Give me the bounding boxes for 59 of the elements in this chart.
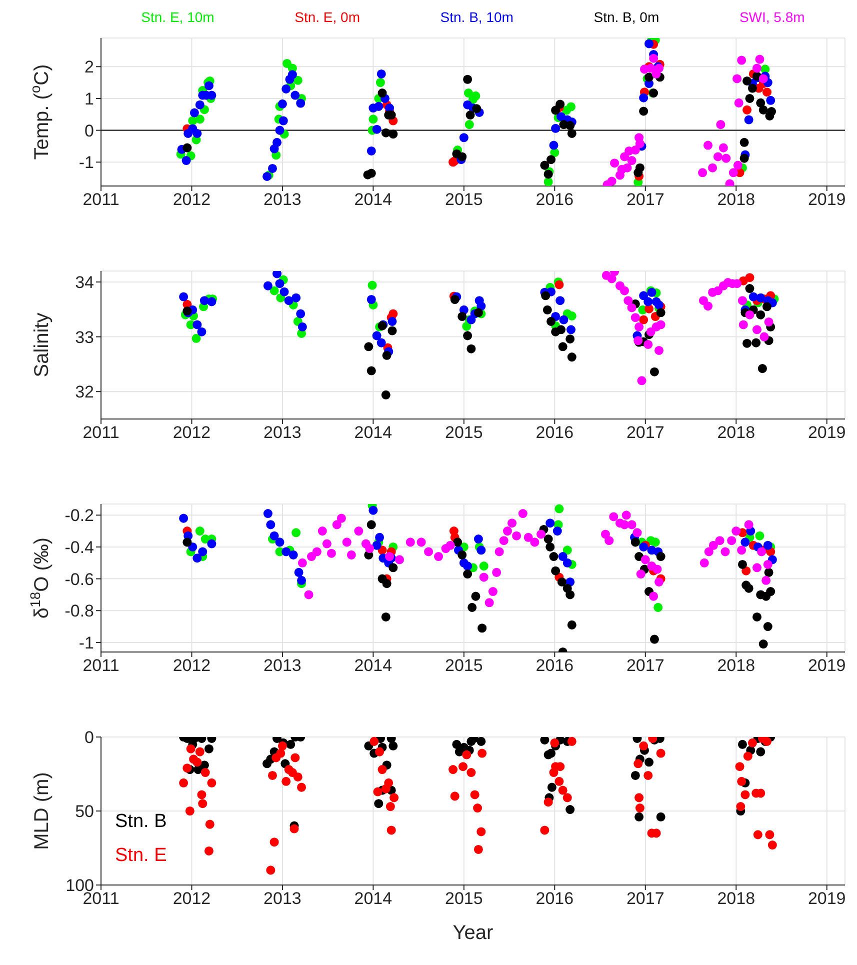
x-tick-label: 2019 xyxy=(808,190,846,210)
y-tick-label: 0 xyxy=(84,121,94,140)
x-tick-label: 2011 xyxy=(82,423,120,442)
x-tick-label: 2015 xyxy=(445,423,483,442)
x-tick-label: 2018 xyxy=(717,656,756,676)
x-tick-label: 2016 xyxy=(536,190,574,210)
x-tick-label: 2014 xyxy=(354,656,392,676)
x-tick-label: 2014 xyxy=(354,423,392,442)
y-tick-label: 50 xyxy=(75,802,94,822)
x-tick-label: 2015 xyxy=(445,656,483,676)
x-tick-label: 2012 xyxy=(172,423,211,442)
x-tick-label: 2017 xyxy=(626,889,664,908)
y-tick-label: -1 xyxy=(78,633,94,652)
x-tick-label: 2013 xyxy=(264,190,302,210)
x-tick-label: 2019 xyxy=(808,423,846,442)
y-tick-label: -0.8 xyxy=(64,602,94,621)
text: SWI, 5.8m xyxy=(739,8,805,27)
text: Stn. B xyxy=(115,811,167,833)
y-tick-label: 33 xyxy=(75,328,94,347)
x-tick-label: 2015 xyxy=(445,889,483,908)
text: Stn. E, 0m xyxy=(294,8,360,27)
x-tick-label: 2012 xyxy=(172,889,211,908)
x-tick-label: 2018 xyxy=(717,190,756,210)
x-tick-label: 2013 xyxy=(264,656,302,676)
x-tick-label: 2013 xyxy=(264,423,302,442)
x-tick-label: 2014 xyxy=(354,889,392,908)
y-tick-label: -0.6 xyxy=(64,570,94,589)
y-tick-label: -0.4 xyxy=(64,538,94,558)
y-axis-title: MLD (m) xyxy=(31,772,53,850)
x-tick-label: 2017 xyxy=(626,423,664,442)
text: Stn. E, 10m xyxy=(141,8,214,27)
x-tick-label: 2016 xyxy=(536,656,574,676)
y-tick-label: 0 xyxy=(84,728,94,748)
x-tick-label: 2016 xyxy=(536,889,574,908)
x-tick-label: 2017 xyxy=(626,190,664,210)
x-axis-title: Year xyxy=(452,922,494,944)
x-tick-label: 2016 xyxy=(536,423,574,442)
text: Stn. B, 0m xyxy=(594,8,660,27)
y-tick-label: 1 xyxy=(84,90,94,109)
x-tick-label: 2013 xyxy=(264,889,302,908)
text: Stn. B, 10m xyxy=(440,8,514,27)
series-label: Stn. E xyxy=(115,845,167,867)
y-tick-label: -0.2 xyxy=(64,506,94,526)
x-tick-label: 2015 xyxy=(445,190,483,210)
x-tick-label: 2012 xyxy=(172,190,211,210)
x-tick-label: 2011 xyxy=(82,656,120,676)
x-tick-label: 2017 xyxy=(626,656,664,676)
x-tick-label: 2018 xyxy=(717,423,756,442)
x-tick-label: 2018 xyxy=(717,889,756,908)
x-tick-label: 2011 xyxy=(82,190,120,210)
y-tick-label: 32 xyxy=(75,382,94,402)
x-tick-label: 2012 xyxy=(172,656,211,676)
x-tick-label: 2014 xyxy=(354,190,392,210)
y-axis-title: Salinity xyxy=(31,312,53,378)
y-tick-label: 34 xyxy=(75,273,94,292)
x-tick-label: 2019 xyxy=(808,889,846,908)
y-tick-label: 2 xyxy=(84,58,94,77)
x-tick-label: 2019 xyxy=(808,656,846,676)
y-tick-label: -1 xyxy=(78,153,94,172)
